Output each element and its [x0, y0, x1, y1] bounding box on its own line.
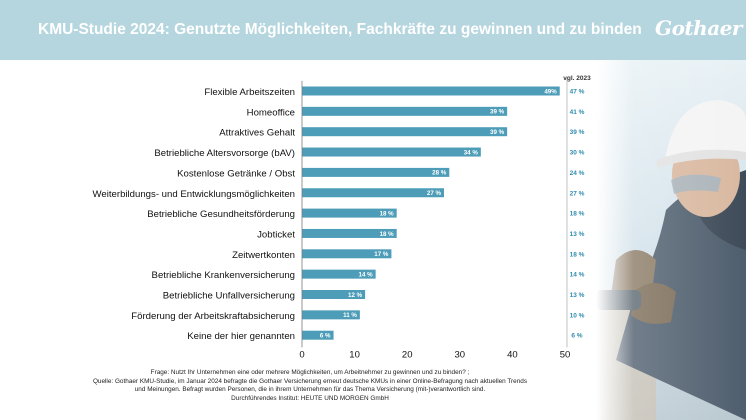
bar — [302, 208, 397, 218]
category-label: Homeoffice — [247, 107, 295, 118]
bar — [302, 147, 481, 157]
bar — [302, 106, 508, 116]
comparison-value: 13 % — [570, 292, 585, 299]
bar — [302, 290, 366, 299]
comparison-value: 18 % — [570, 211, 585, 218]
bar-value-label: 17 % — [374, 251, 389, 258]
comparison-value: 14 % — [570, 272, 585, 279]
bar-value-label: 39 % — [490, 129, 505, 136]
bar-value-label: 12 % — [348, 292, 363, 299]
bar-value-label: 34 % — [464, 149, 479, 156]
bar-value-label: 49% — [544, 88, 557, 95]
bar — [302, 249, 392, 259]
bar-value-label: 18 % — [380, 210, 395, 217]
x-tick-label: 10 — [349, 349, 360, 360]
category-label: Betriebliche Altersvorsorge (bAV) — [154, 148, 295, 159]
bar-value-label: 14 % — [359, 271, 374, 278]
bar-value-label: 18 % — [380, 231, 395, 238]
category-label: Weiterbildungs- und Entwicklungsmöglichk… — [93, 189, 295, 200]
x-tick-label: 30 — [455, 349, 466, 360]
category-label: Keine der hier genannten — [187, 331, 295, 342]
x-tick-label: 0 — [299, 349, 304, 360]
footer-line: und Meinungen. Befragt wurden Personen, … — [134, 386, 486, 393]
category-label: Zeitwertkonten — [232, 250, 295, 261]
footer-line: Frage: Nutzt Ihr Unternehmen eine oder m… — [150, 369, 470, 376]
category-label: Förderung der Arbeitskraftabsicherung — [131, 311, 295, 322]
comparison-value: 30 % — [570, 150, 585, 157]
footer-line: Quelle: Gothaer KMU-Studie, im Januar 20… — [92, 377, 528, 385]
bar — [302, 86, 560, 96]
comparison-header: vgl. 2023 — [563, 75, 591, 82]
comparison-value: 10 % — [570, 312, 585, 319]
x-tick-label: 40 — [507, 349, 518, 360]
page-title: KMU-Studie 2024: Genutzte Möglichkeiten,… — [38, 21, 642, 38]
bar — [302, 228, 397, 238]
bar-chart: vgl. 2023 Flexible Arbeitszeiten 49% 47 % H… — [93, 75, 592, 360]
footer-line: Durchführendes Institut: HEUTE UND MORGE… — [231, 394, 389, 402]
comparison-value: 13 % — [570, 231, 585, 238]
comparison-value: 18 % — [570, 251, 585, 258]
bar-value-label: 11 % — [343, 312, 357, 319]
comparison-value: 39 % — [570, 129, 585, 136]
bar — [302, 269, 376, 279]
bar-value-label: 39 % — [490, 109, 505, 116]
bar — [302, 310, 360, 320]
bar-value-label: 6 % — [320, 333, 331, 340]
category-label: Betriebliche Krankenversicherung — [152, 270, 295, 281]
x-tick-label: 20 — [402, 349, 413, 360]
gothaer-logo: Gothaer — [655, 16, 742, 40]
category-label: Kostenlose Getränke / Obst — [177, 168, 295, 179]
comparison-value: 6 % — [571, 333, 582, 340]
bar — [302, 188, 445, 198]
category-label: Attraktives Gehalt — [219, 128, 295, 139]
category-label: Betriebliche Gesundheitsförderung — [147, 209, 295, 220]
bar — [302, 167, 450, 177]
header-banner: KMU-Studie 2024: Genutzte Möglichkeiten,… — [0, 0, 746, 60]
bar-value-label: 28 % — [432, 170, 447, 177]
comparison-value: 41 % — [570, 109, 585, 116]
category-label: Flexible Arbeitszeiten — [204, 87, 295, 98]
comparison-value: 47 % — [570, 89, 585, 96]
comparison-value: 24 % — [570, 170, 585, 177]
bar — [302, 127, 508, 137]
x-tick-label: 50 — [560, 349, 571, 360]
category-label: Jobticket — [257, 229, 295, 240]
category-label: Betriebliche Unfallversicherung — [163, 291, 295, 302]
comparison-value: 27 % — [570, 190, 585, 197]
worker-photo — [596, 60, 746, 420]
bar — [302, 330, 334, 340]
bar-value-label: 27 % — [427, 190, 442, 197]
footer-note: Frage: Nutzt Ihr Unternehmen eine oder m… — [40, 369, 580, 403]
